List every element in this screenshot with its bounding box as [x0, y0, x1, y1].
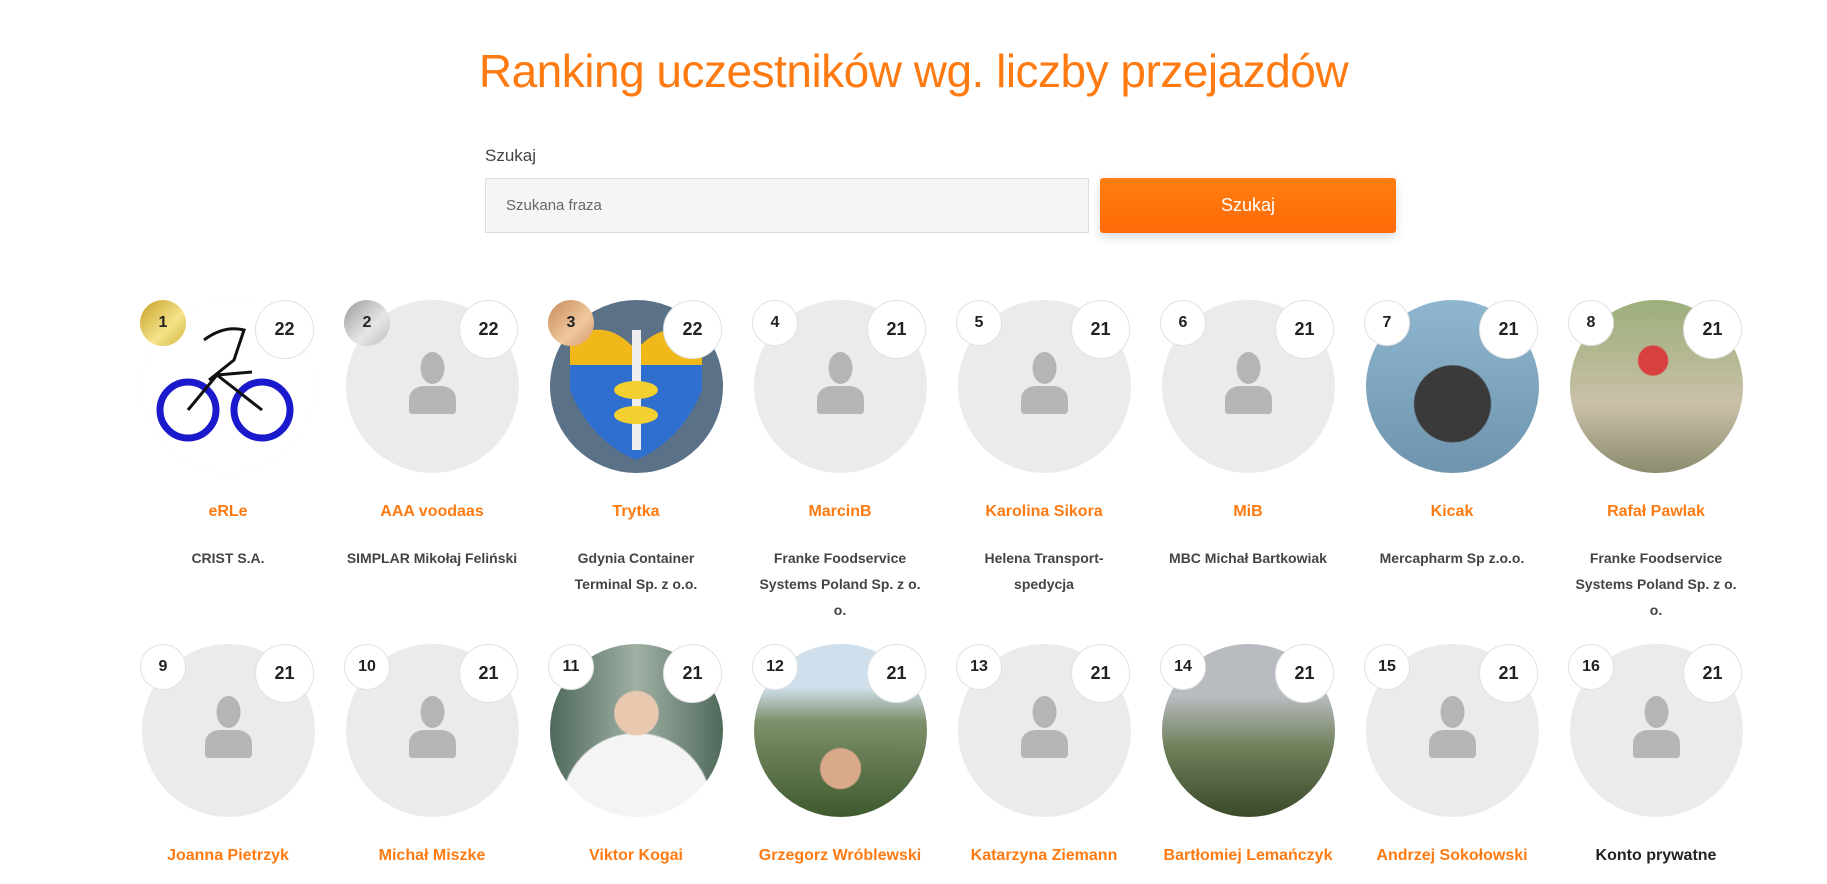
ranking-grid: 1 22 eRLe CRIST S.A. 2 22 AAA voodaas SIMPLAR M… — [126, 300, 1766, 869]
rank-badge: 9 — [140, 644, 186, 690]
rank-badge: 11 — [548, 644, 594, 690]
participant-card[interactable]: 13 21 Katarzyna Ziemann — [942, 644, 1146, 869]
participant-card[interactable]: 12 21 Grzegorz Wróblewski — [738, 644, 942, 869]
participant-name[interactable]: Grzegorz Wróblewski — [758, 847, 922, 864]
participant-card[interactable]: 3 22 Trytka Gdynia Container Terminal Sp. z… — [534, 300, 738, 644]
rank-badge: 13 — [956, 644, 1002, 690]
rank-badge: 15 — [1364, 644, 1410, 690]
participant-name: Konto prywatne — [1595, 847, 1717, 864]
participant-card[interactable]: 8 21 Rafał Pawlak Franke Foodservice System… — [1554, 300, 1758, 644]
rank-badge: 6 — [1160, 300, 1206, 346]
participant-card[interactable]: 4 21 MarcinB Franke Foodservice Systems Pol… — [738, 300, 942, 644]
rank-badge: 7 — [1364, 300, 1410, 346]
rank-badge: 5 — [956, 300, 1002, 346]
participant-company: SIMPLAR Mikołaj Feliński — [346, 550, 518, 566]
participant-name[interactable]: Joanna Pietrzyk — [167, 847, 289, 864]
participant-card[interactable]: 14 21 Bartłomiej Lemańczyk — [1146, 644, 1350, 869]
participant-card[interactable]: 16 21 Konto prywatne — [1554, 644, 1758, 869]
search-label: Szukaj — [485, 146, 537, 165]
rides-count-badge: 21 — [1479, 644, 1538, 703]
rank-badge: 3 — [548, 300, 594, 346]
participant-card[interactable]: 5 21 Karolina Sikora Helena Transport-spedy… — [942, 300, 1146, 644]
rides-count-badge: 22 — [459, 300, 518, 359]
participant-name[interactable]: MarcinB — [808, 503, 872, 520]
participant-name[interactable]: Kicak — [1430, 503, 1474, 520]
rank-badge: 4 — [752, 300, 798, 346]
rides-count-badge: 21 — [1071, 644, 1130, 703]
rides-count-badge: 21 — [1683, 644, 1742, 703]
rides-count-badge: 22 — [663, 300, 722, 359]
participant-card[interactable]: 9 21 Joanna Pietrzyk — [126, 644, 330, 869]
participant-company: Franke Foodservice Systems Poland Sp. z … — [759, 550, 921, 618]
rank-badge: 14 — [1160, 644, 1206, 690]
rides-count-badge: 21 — [1275, 300, 1334, 359]
participant-name[interactable]: Rafał Pawlak — [1607, 503, 1705, 520]
rank-badge: 10 — [344, 644, 390, 690]
participant-name[interactable]: Michał Miszke — [378, 847, 486, 864]
rides-count-badge: 22 — [255, 300, 314, 359]
rides-count-badge: 21 — [1275, 644, 1334, 703]
participant-company: Helena Transport-spedycja — [984, 550, 1104, 592]
participant-card[interactable]: 10 21 Michał Miszke — [330, 644, 534, 869]
participant-card[interactable]: 2 22 AAA voodaas SIMPLAR Mikołaj Feliński — [330, 300, 534, 644]
participant-name[interactable]: Andrzej Sokołowski — [1376, 847, 1528, 864]
rides-count-badge: 21 — [459, 644, 518, 703]
participant-card[interactable]: 7 21 Kicak Mercapharm Sp z.o.o. — [1350, 300, 1554, 644]
rides-count-badge: 21 — [255, 644, 314, 703]
participant-company: Mercapharm Sp z.o.o. — [1379, 550, 1525, 566]
rides-count-badge: 21 — [867, 644, 926, 703]
search-input[interactable] — [485, 178, 1089, 233]
search-button[interactable]: Szukaj — [1100, 178, 1396, 233]
participant-company: Gdynia Container Terminal Sp. z o.o. — [574, 550, 698, 592]
participant-card[interactable]: 6 21 MiB MBC Michał Bartkowiak — [1146, 300, 1350, 644]
rides-count-badge: 21 — [663, 644, 722, 703]
participant-card[interactable]: 15 21 Andrzej Sokołowski — [1350, 644, 1554, 869]
participant-company: Franke Foodservice Systems Poland Sp. z … — [1575, 550, 1737, 618]
participant-name[interactable]: Trytka — [612, 503, 660, 520]
participant-name[interactable]: MiB — [1233, 503, 1263, 520]
participant-name[interactable]: AAA voodaas — [380, 503, 484, 520]
rank-badge: 12 — [752, 644, 798, 690]
rank-badge: 16 — [1568, 644, 1614, 690]
participant-name[interactable]: eRLe — [208, 503, 248, 520]
participant-name[interactable]: Karolina Sikora — [985, 503, 1103, 520]
participant-name[interactable]: Katarzyna Ziemann — [970, 847, 1118, 864]
rank-badge: 2 — [344, 300, 390, 346]
participant-card[interactable]: 1 22 eRLe CRIST S.A. — [126, 300, 330, 644]
participant-card[interactable]: 11 21 Viktor Kogai — [534, 644, 738, 869]
rides-count-badge: 21 — [1683, 300, 1742, 359]
rides-count-badge: 21 — [1071, 300, 1130, 359]
participant-name[interactable]: Viktor Kogai — [589, 847, 683, 864]
participant-name[interactable]: Bartłomiej Lemańczyk — [1163, 847, 1333, 864]
rides-count-badge: 21 — [1479, 300, 1538, 359]
page-title: Ranking uczestników wg. liczby przejazdó… — [478, 45, 1349, 97]
participant-company: CRIST S.A. — [191, 550, 265, 566]
rank-badge: 1 — [140, 300, 186, 346]
rides-count-badge: 21 — [867, 300, 926, 359]
participant-company: MBC Michał Bartkowiak — [1169, 550, 1327, 566]
rank-badge: 8 — [1568, 300, 1614, 346]
